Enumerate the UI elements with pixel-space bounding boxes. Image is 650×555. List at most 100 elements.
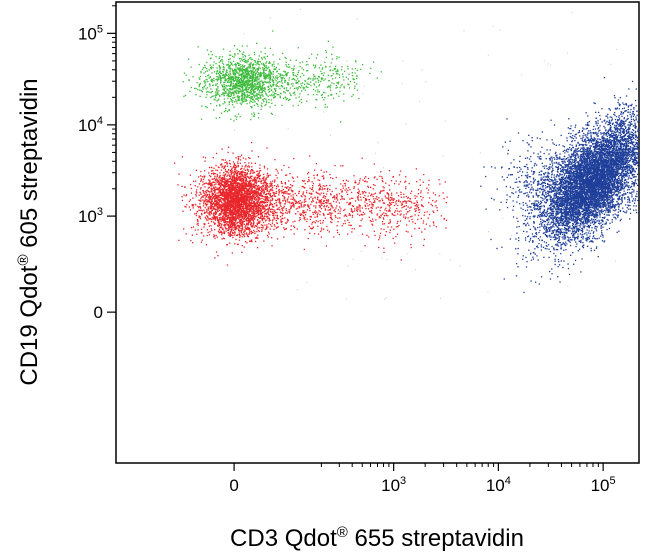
data-point [327,86,329,88]
data-point [269,189,271,191]
data-point [245,87,247,89]
data-point [314,212,317,214]
data-point [206,211,208,213]
data-point [318,91,321,93]
data-point [200,198,202,200]
data-point [242,223,244,225]
data-point [354,68,357,70]
data-point [212,184,214,186]
data-point [337,73,339,75]
data-point [220,197,222,199]
data-point [200,175,202,177]
data-point [252,170,254,172]
data-point [294,226,296,229]
data-point [223,83,225,86]
data-point [231,89,233,91]
data-point [204,157,207,159]
data-point [408,182,410,185]
data-point [320,199,323,201]
data-point [370,67,372,70]
data-point [231,68,233,70]
data-point [218,61,220,63]
data-point [306,192,308,194]
data-point [237,62,239,64]
data-point [357,206,359,208]
data-point [324,197,326,199]
data-point [228,209,230,212]
data-point [249,209,251,211]
data-point [224,179,226,182]
data-point [292,92,294,94]
data-point [258,79,260,81]
data-point [218,202,220,204]
data-point [223,176,226,178]
data-point [214,95,216,97]
data-point [213,109,215,111]
data-point [223,178,225,180]
data-point [416,205,418,208]
data-point [246,190,248,192]
data-point [250,86,252,88]
data-point [210,182,212,184]
data-point [233,165,235,167]
data-point [401,202,403,204]
data-point [285,174,287,176]
data-point [257,214,260,216]
data-point [222,48,225,50]
data-point [432,221,435,223]
data-point [216,189,219,191]
data-point [316,198,319,201]
data-point [385,197,387,199]
data-point [293,92,295,94]
data-point [253,80,256,83]
data-point [270,203,272,205]
data-point [345,179,347,181]
data-point [267,73,270,75]
data-point [206,234,208,237]
data-point [422,196,424,199]
data-point [198,215,200,217]
data-point [397,225,399,228]
data-point [228,89,230,91]
data-point [257,226,259,229]
data-point [336,205,338,207]
data-point [307,204,309,206]
data-point [200,72,202,74]
data-point [301,72,303,75]
data-point [287,66,289,68]
data-point [251,106,253,108]
data-point [439,183,441,185]
data-point [269,81,271,84]
data-point [273,216,275,218]
data-point [250,62,252,64]
data-point [228,226,230,228]
data-point [230,93,232,95]
data-point [242,205,244,207]
data-point [304,83,306,85]
data-point [241,192,244,194]
data-point [241,102,243,104]
data-point [284,192,286,194]
data-point [272,212,274,215]
data-point [236,102,238,104]
data-point [264,80,266,83]
data-point [196,233,198,235]
data-point [225,211,227,213]
data-point [241,73,243,75]
data-point [232,204,234,206]
data-point [357,208,359,210]
data-point [256,188,259,191]
data-point [212,84,214,86]
data-point [389,189,391,191]
data-point [206,49,209,51]
data-point [371,207,373,209]
data-point [278,207,280,209]
data-point [232,203,234,205]
data-point [241,223,243,226]
data-point [232,176,234,179]
data-point [252,195,254,197]
data-point [323,228,325,230]
data-point [215,199,217,201]
data-point [267,81,269,83]
data-point [358,190,360,192]
